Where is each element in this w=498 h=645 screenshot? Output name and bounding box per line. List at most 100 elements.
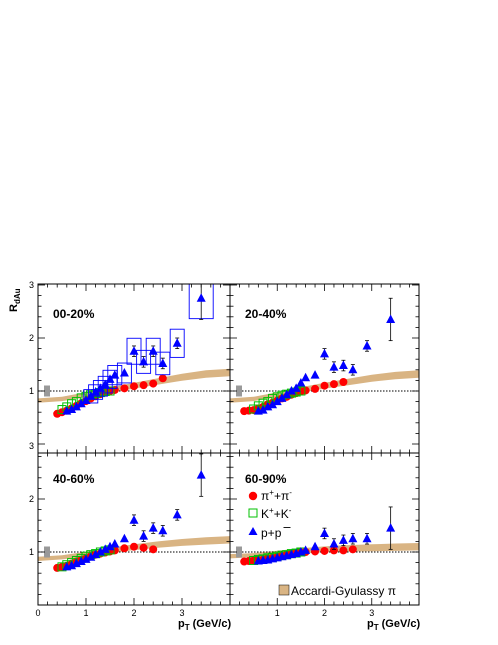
proton-syst-box <box>155 351 171 376</box>
proton-point <box>76 398 86 408</box>
x-axis-title-main-right: p <box>367 618 374 630</box>
proton-point <box>310 541 320 551</box>
pion-point <box>130 382 138 391</box>
proton-point <box>196 470 206 479</box>
legend-pion-label: π++π- <box>261 488 292 503</box>
pion-point <box>320 546 329 555</box>
panel-plot-area <box>38 453 230 572</box>
proton-point <box>301 372 311 382</box>
pion-point <box>130 542 138 551</box>
proton-point <box>91 549 101 559</box>
proton-point <box>67 404 77 414</box>
panels: 1 2 3 00-20% 20-40% 1 2 3 1 2 3 0 40-60% 1 2 3 60-90% <box>29 280 420 618</box>
proton-point <box>348 364 358 374</box>
proton-point <box>105 541 115 551</box>
x-tick-label: 1 <box>83 608 88 618</box>
proton-point <box>338 535 348 544</box>
x-axis-title-unit-right: (GeV/c) <box>382 618 421 630</box>
proton-point <box>95 547 105 556</box>
proton-point <box>110 539 120 548</box>
pion-point <box>339 546 348 555</box>
y-axis-title-main: R <box>8 304 20 312</box>
proton-point <box>386 314 396 323</box>
x-tick-label: 2 <box>131 608 136 618</box>
proton-syst-box <box>169 328 185 358</box>
legend-proton-label: p+p <box>261 526 282 540</box>
normalization-box <box>44 546 50 558</box>
pion-point <box>329 546 338 555</box>
proton-syst-box <box>116 362 132 384</box>
panel-title: 40-60% <box>53 472 95 486</box>
pion-point <box>149 379 158 388</box>
proton-point <box>282 389 292 399</box>
y-tick-label: 2 <box>29 494 34 504</box>
x-axis-title-main-left: p <box>178 618 185 630</box>
panel-2: 20-40% <box>229 283 420 454</box>
proton-point <box>268 399 278 409</box>
proton-point <box>129 515 139 524</box>
proton-point <box>320 348 329 358</box>
proton-point <box>158 525 168 535</box>
series-proton <box>253 506 396 565</box>
svg-text:pT(GeV/c): pT (GeV/c) <box>178 618 231 632</box>
proton-point <box>386 523 396 532</box>
pion-point <box>301 386 310 395</box>
proton-syst-box <box>136 349 152 374</box>
series-proton <box>62 284 214 415</box>
x-axis-title-left: pT (GeV/c) <box>178 618 231 632</box>
series-proton <box>253 297 396 415</box>
pion-point <box>158 374 167 383</box>
proton-point <box>329 539 339 548</box>
svg-text:pT(GeV/c): pT (GeV/c) <box>367 618 420 632</box>
proton-syst-box <box>88 384 104 400</box>
x-tick-label: 2 <box>322 608 327 618</box>
proton-point <box>286 386 296 395</box>
panel-3: 1 2 3 1 2 3 0 40-60% <box>29 441 231 618</box>
proton-point <box>86 552 96 561</box>
proton-point <box>139 531 149 540</box>
proton-point <box>320 528 329 537</box>
y-tick-label: 1 <box>29 547 34 557</box>
panel-plot-area <box>230 297 419 416</box>
proton-point <box>291 383 301 392</box>
x-axis-title-sub-right: T <box>374 623 379 632</box>
x-tick-label: 0 <box>35 608 40 618</box>
proton-point <box>119 533 129 543</box>
proton-point <box>71 401 81 411</box>
x-axis-title-sub-left: T <box>185 623 190 632</box>
proton-point <box>362 340 372 350</box>
proton-point <box>296 378 306 387</box>
pion-point <box>348 545 357 554</box>
proton-point <box>329 362 339 371</box>
panel-plot-area <box>230 506 419 566</box>
proton-point <box>272 396 282 406</box>
panel-plot-area <box>38 284 230 418</box>
pion-point <box>139 543 148 552</box>
legend-kaon-marker <box>248 508 258 518</box>
proton-point <box>258 405 268 414</box>
x-tick-label: 3 <box>369 608 374 618</box>
normalization-box <box>236 546 242 558</box>
proton-point <box>100 544 110 553</box>
normalization-box <box>44 385 50 397</box>
y-tick-label: 1 <box>29 386 34 396</box>
svg-text:RdAu: RdAu <box>8 288 22 312</box>
pion-point <box>311 384 320 393</box>
proton-point <box>310 370 320 379</box>
proton-point <box>277 393 287 402</box>
panel-title: 60-90% <box>245 472 287 486</box>
proton-point <box>362 533 372 543</box>
proton-syst-box <box>126 337 142 365</box>
legend-theory-marker <box>278 584 290 596</box>
legend-kaon-label: K++K- <box>261 506 292 521</box>
series-proton <box>62 453 206 571</box>
legend-pion-marker <box>248 491 258 501</box>
x-axis-title-right: pT (GeV/c) <box>367 618 420 632</box>
proton-point <box>348 533 358 543</box>
proton-point <box>338 360 348 370</box>
pion-point <box>339 377 348 386</box>
legend-proton-marker <box>248 527 258 535</box>
proton-point <box>119 367 129 377</box>
